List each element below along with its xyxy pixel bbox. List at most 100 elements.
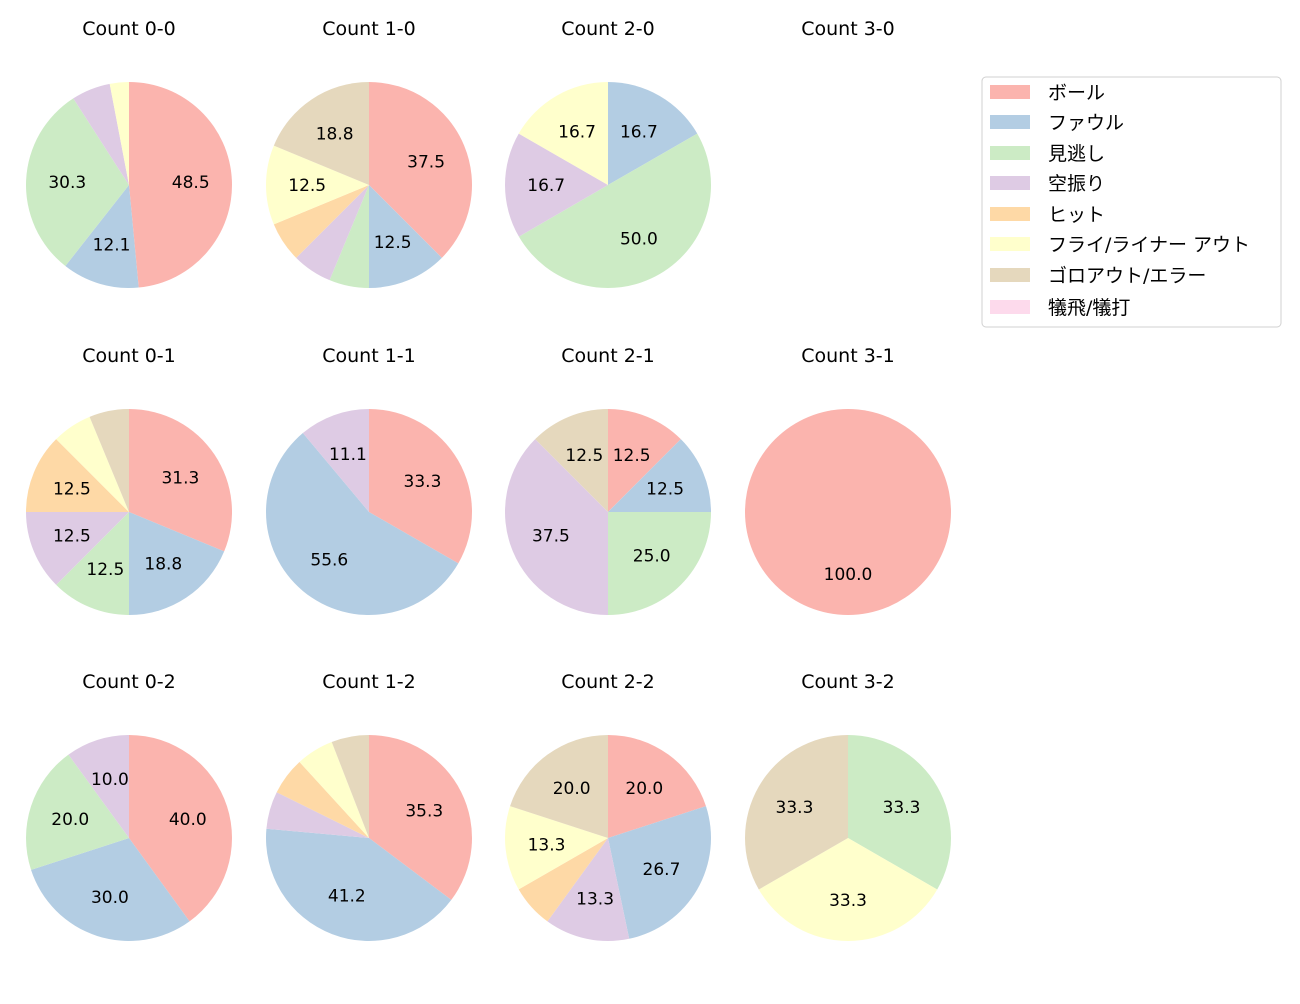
pie-count-3-2: Count 3-2 33.3 33.3 33.3 xyxy=(744,671,952,941)
slice-2 xyxy=(65,185,139,288)
slice-5 xyxy=(276,761,369,838)
slice-1 xyxy=(369,82,472,258)
slice-label: 33.3 xyxy=(829,891,867,911)
slice-label: 12.5 xyxy=(565,446,603,466)
slice-7 xyxy=(535,409,608,512)
slice-label: 12.1 xyxy=(93,235,131,255)
slice-3 xyxy=(518,133,712,289)
legend-label: フライ/ライナー アウト xyxy=(1048,234,1250,256)
slice-label: 40.0 xyxy=(169,810,207,830)
slice-4 xyxy=(505,133,608,237)
pie-title: Count 3-0 xyxy=(801,18,895,40)
slice-label: 26.7 xyxy=(643,860,681,880)
slice-label: 33.3 xyxy=(776,798,814,818)
pie-count-3-0: Count 3-0 xyxy=(801,18,895,40)
slice-label: 20.0 xyxy=(553,779,591,799)
slice-1 xyxy=(129,82,232,288)
slice-2 xyxy=(265,828,452,941)
slice-1 xyxy=(608,409,681,512)
pie-title: Count 0-0 xyxy=(82,18,176,40)
slice-2 xyxy=(369,185,442,288)
slice-3 xyxy=(25,754,129,870)
slice-3 xyxy=(26,98,130,266)
slice-label: 13.3 xyxy=(528,835,566,855)
slice-label: 12.5 xyxy=(53,479,91,499)
pie-count-1-1: Count 1-1 33.3 55.6 11.1 xyxy=(266,345,472,615)
slice-3 xyxy=(608,512,711,615)
pie-count-2-1: Count 2-1 12.5 12.5 25.0 37.5 12.5 xyxy=(505,345,711,615)
slice-label: 20.0 xyxy=(51,810,89,830)
pie-title: Count 3-2 xyxy=(801,671,895,693)
slice-4 xyxy=(505,439,608,615)
legend-box xyxy=(981,76,1282,328)
slice-label: 41.2 xyxy=(328,887,366,907)
slice-4 xyxy=(547,838,630,941)
slice-label: 13.3 xyxy=(576,889,614,909)
slice-6 xyxy=(518,82,608,185)
slice-1 xyxy=(608,735,706,838)
slice-label: 12.5 xyxy=(53,527,91,547)
slice-label: 33.3 xyxy=(404,472,442,492)
legend-label: ヒット xyxy=(1048,204,1105,226)
legend-label: 犠飛/犠打 xyxy=(1048,297,1130,319)
legend-swatch xyxy=(990,176,1030,190)
pie-count-2-2: Count 2-2 20.0 26.7 13.3 13.3 20.0 xyxy=(504,671,711,941)
slice-7 xyxy=(273,82,369,185)
legend-label: 空振り xyxy=(1048,173,1105,195)
slice-1 xyxy=(129,409,232,552)
slice-7 xyxy=(510,735,608,838)
slice-label: 31.3 xyxy=(161,469,199,489)
slice-7 xyxy=(89,409,129,512)
pie-count-1-0: Count 1-0 37.5 12.5 12.5 18.8 xyxy=(266,18,472,288)
slice-3 xyxy=(56,512,130,615)
slice-4 xyxy=(73,83,129,185)
legend-swatch xyxy=(990,207,1030,221)
slice-label: 37.5 xyxy=(407,152,445,172)
slice-4 xyxy=(302,409,369,512)
slice-label: 16.7 xyxy=(620,122,658,142)
slice-label: 12.5 xyxy=(288,176,326,196)
slice-2 xyxy=(608,439,711,512)
legend-swatch xyxy=(990,115,1030,129)
pie-count-3-1: Count 3-1 100.0 xyxy=(745,345,951,615)
legend-swatch xyxy=(990,146,1030,160)
pie-count-1-2: Count 1-2 35.3 41.2 xyxy=(265,671,472,941)
slice-label: 16.7 xyxy=(558,122,596,142)
slice-6 xyxy=(758,838,938,941)
slice-1 xyxy=(745,409,951,615)
slice-label: 100.0 xyxy=(824,565,873,585)
slice-7 xyxy=(744,735,848,890)
slice-label: 30.0 xyxy=(91,888,129,908)
slice-label: 16.7 xyxy=(527,176,565,196)
slice-4 xyxy=(68,735,129,838)
pie-title: Count 1-0 xyxy=(322,18,416,40)
slice-1 xyxy=(369,735,472,900)
slice-5 xyxy=(273,185,369,258)
pie-count-0-2: Count 0-2 40.0 30.0 20.010.0 xyxy=(25,671,233,941)
slice-label: 18.8 xyxy=(316,125,354,145)
slice-6 xyxy=(299,741,369,838)
slice-2 xyxy=(266,433,459,615)
legend-label: ボール xyxy=(1048,82,1105,104)
pie-title: Count 1-2 xyxy=(322,671,416,693)
slice-label: 18.8 xyxy=(144,554,182,574)
slice-label: 10.0 xyxy=(91,770,129,790)
pie-title: Count 2-0 xyxy=(561,18,655,40)
slice-label: 30.3 xyxy=(48,173,86,193)
slice-label: 48.5 xyxy=(172,173,210,193)
slice-label: 11.1 xyxy=(329,445,367,465)
slice-1 xyxy=(369,409,472,564)
legend-swatch xyxy=(990,268,1030,282)
pie-title: Count 2-2 xyxy=(561,671,655,693)
slice-label: 25.0 xyxy=(633,547,671,567)
pie-title: Count 0-2 xyxy=(82,671,176,693)
slice-4 xyxy=(266,792,369,838)
slice-4 xyxy=(296,185,369,281)
slice-2 xyxy=(608,82,698,185)
slice-label: 37.5 xyxy=(532,527,570,547)
slice-4 xyxy=(26,512,129,585)
slice-label: 35.3 xyxy=(405,801,443,821)
